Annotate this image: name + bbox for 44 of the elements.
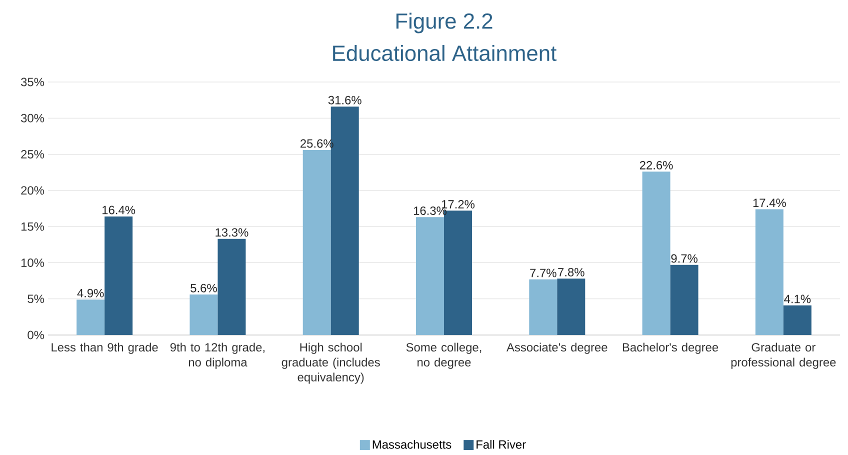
- y-tick-label: 25%: [21, 150, 44, 159]
- data-label: 22.6%: [640, 160, 673, 170]
- bar: [642, 172, 670, 335]
- y-tick-label: 20%: [21, 186, 44, 195]
- bar: [76, 300, 105, 335]
- legend-label: Massachusetts: [372, 440, 452, 449]
- bar: [670, 264, 698, 335]
- y-tick-label: 10%: [21, 258, 44, 267]
- x-tick-label: Less than 9th grade: [52, 342, 158, 354]
- data-label: 16.3%: [414, 206, 447, 215]
- x-tick-label: High school graduate (includes equivalency): [282, 342, 380, 384]
- x-tick-label: Some college, no degree: [406, 342, 482, 369]
- x-tick-label: 9th to 12th grade, no diploma: [170, 342, 264, 369]
- bar: [557, 278, 586, 335]
- legend-label: Fall River: [476, 440, 526, 449]
- data-label: 13.3%: [216, 228, 248, 237]
- x-tick-label: Bachelor's degree: [622, 342, 718, 354]
- bar: [218, 238, 246, 335]
- data-label: 7.8%: [558, 268, 584, 276]
- data-label: 7.7%: [530, 268, 556, 278]
- data-label: 4.9%: [77, 288, 104, 298]
- data-label: 5.6%: [190, 284, 217, 292]
- data-label: 17.4%: [753, 198, 786, 208]
- y-tick-label: 5%: [28, 294, 44, 304]
- data-label: 16.4%: [102, 206, 136, 214]
- bar: [190, 294, 218, 335]
- bar: [104, 216, 133, 335]
- bar: [416, 217, 444, 335]
- data-label: 4.1%: [784, 294, 811, 304]
- data-label: 31.6%: [328, 96, 362, 104]
- bar: [529, 279, 558, 335]
- y-tick-label: 0%: [28, 330, 44, 340]
- y-tick-label: 30%: [21, 114, 44, 122]
- bar: [302, 150, 331, 335]
- chart-subtitle: Educational Attainment: [333, 44, 557, 62]
- x-tick-label: Associate's degree: [506, 342, 608, 354]
- data-label: 17.2%: [442, 200, 475, 208]
- data-label: 9.7%: [671, 254, 698, 263]
- bar: [783, 305, 812, 335]
- y-tick-label: 15%: [21, 222, 44, 231]
- y-tick-label: 35%: [21, 78, 44, 86]
- bar: [755, 209, 784, 335]
- x-tick-label: Graduate or professional degree: [731, 342, 836, 369]
- chart-title: Figure 2.2: [396, 12, 492, 34]
